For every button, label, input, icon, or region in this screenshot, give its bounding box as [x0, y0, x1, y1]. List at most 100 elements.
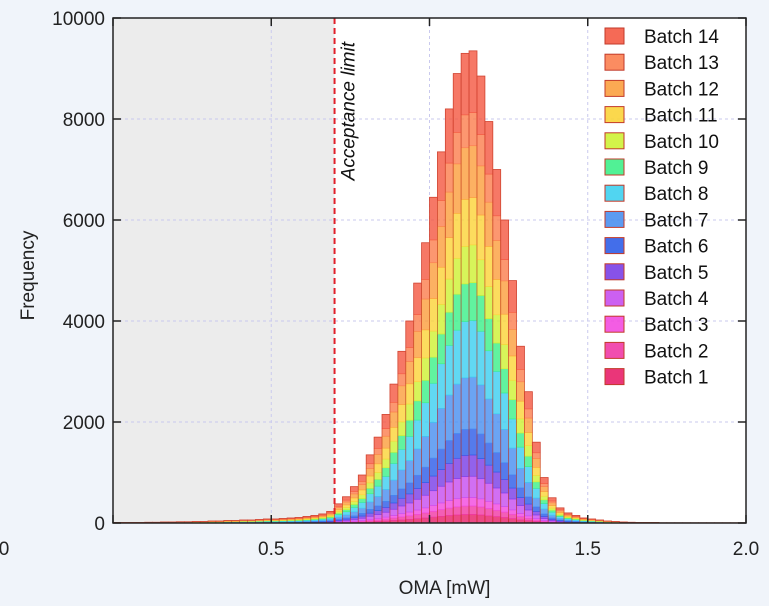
bar-segment-batch-14	[532, 441, 541, 454]
bar-segment-batch-11	[532, 467, 541, 476]
bar-segment-batch-12	[492, 240, 502, 280]
bar-segment-batch-12	[389, 411, 399, 428]
bar-segment-batch-5	[373, 510, 383, 515]
bar-segment-batch-9	[547, 509, 557, 513]
bar-segment-batch-8	[381, 476, 391, 490]
bar-segment-batch-7	[476, 384, 486, 435]
bar-segment-batch-13	[373, 448, 383, 455]
bar-segment-batch-12	[397, 385, 407, 405]
bar-segment-batch-7	[421, 436, 430, 468]
bar-segment-batch-13	[389, 402, 399, 413]
bar-segment-batch-2	[460, 505, 470, 515]
bar-segment-batch-6	[508, 474, 517, 489]
bar-segment-batch-13	[397, 373, 407, 387]
bar-segment-batch-10	[460, 246, 470, 285]
legend-swatch-batch-4	[604, 289, 625, 307]
bar-segment-batch-11	[500, 313, 509, 345]
bar-segment-batch-5	[357, 515, 367, 519]
bar-segment-batch-11	[484, 246, 494, 287]
bar-segment-batch-3	[429, 505, 438, 512]
bar-segment-batch-4	[476, 478, 486, 500]
bar-segment-batch-7	[373, 496, 383, 507]
bar-segment-batch-3	[389, 515, 399, 519]
bar-segment-batch-9	[476, 295, 486, 332]
bar-segment-batch-5	[500, 479, 509, 494]
bar-segment-batch-1	[437, 516, 446, 524]
bar-segment-batch-14	[397, 350, 407, 375]
bar-segment-batch-12	[437, 226, 446, 268]
bar-segment-batch-10	[532, 475, 541, 483]
bar-segment-batch-12	[547, 502, 557, 506]
bar-segment-batch-12	[460, 147, 470, 200]
bar-segment-batch-6	[524, 496, 533, 505]
bar-segment-batch-13	[508, 312, 517, 330]
bar-segment-batch-4	[357, 517, 367, 521]
bar-segment-batch-14	[405, 320, 414, 348]
bar-segment-batch-14	[508, 280, 517, 313]
bar-segment-batch-2	[500, 511, 509, 518]
bar-segment-batch-14	[357, 474, 367, 482]
bar-segment-batch-8	[445, 345, 454, 396]
bar-segment-batch-7	[389, 479, 399, 496]
bar-segment-batch-8	[539, 503, 549, 510]
legend-label-batch-4: Batch 4	[644, 289, 709, 310]
bar-segment-batch-14	[476, 75, 486, 135]
bar-segment-batch-9	[460, 283, 470, 322]
bar-segment-batch-1	[421, 517, 430, 524]
bar-segment-batch-11	[421, 329, 430, 359]
bar-segment-batch-4	[492, 487, 502, 505]
bar-segment-batch-12	[532, 458, 541, 468]
legend-swatch-batch-3	[604, 315, 625, 333]
bar-segment-batch-10	[397, 421, 407, 436]
bar-segment-batch-6	[516, 487, 525, 498]
bar-segment-batch-5	[421, 482, 430, 496]
bar-segment-batch-10	[437, 304, 446, 335]
bar-segment-batch-11	[413, 357, 422, 383]
bar-segment-batch-11	[452, 213, 462, 259]
bar-segment-batch-14	[500, 219, 509, 260]
bar-segment-batch-3	[460, 497, 470, 507]
legend-swatch-batch-14	[604, 27, 625, 45]
bar-segment-batch-9	[397, 435, 407, 450]
bar-segment-batch-7	[547, 514, 557, 519]
bar-segment-batch-9	[539, 499, 549, 504]
bar-segment-batch-5	[445, 463, 454, 483]
bar-segment-batch-4	[381, 511, 391, 518]
bar-segment-batch-13	[492, 215, 502, 241]
bar-segment-batch-4	[524, 509, 533, 517]
legend-swatch-batch-8	[604, 184, 625, 202]
bar-segment-batch-2	[468, 505, 478, 515]
bar-segment-batch-14	[421, 242, 430, 280]
bar-segment-batch-4	[508, 498, 517, 511]
bar-segment-batch-8	[468, 320, 478, 378]
bar-segment-batch-2	[389, 517, 399, 521]
bar-segment-batch-6	[460, 429, 470, 456]
bar-segment-batch-10	[484, 286, 494, 319]
bar-segment-batch-9	[421, 380, 430, 404]
bar-segment-batch-3	[516, 513, 525, 517]
bar-segment-batch-14	[452, 73, 462, 133]
bar-segment-batch-7	[492, 413, 502, 453]
bar-segment-batch-11	[460, 199, 470, 247]
bar-segment-batch-3	[452, 498, 462, 508]
bar-segment-batch-10	[476, 259, 486, 296]
bar-segment-batch-9	[357, 498, 367, 503]
bar-segment-batch-8	[532, 488, 541, 499]
bar-segment-batch-14	[342, 496, 351, 501]
bar-segment-batch-2	[508, 513, 517, 519]
bar-segment-batch-13	[539, 483, 549, 487]
bar-segment-batch-7	[350, 511, 359, 517]
bar-segment-batch-4	[500, 492, 509, 507]
bar-segment-batch-7	[452, 383, 462, 434]
bar-segment-batch-5	[484, 464, 494, 484]
y-tick-label: 2000	[63, 413, 105, 434]
bar-segment-batch-8	[460, 321, 470, 379]
legend-label-batch-2: Batch 2	[644, 341, 708, 362]
bar-segment-batch-13	[500, 259, 509, 282]
bar-segment-batch-9	[381, 467, 391, 477]
bar-segment-batch-13	[365, 463, 375, 469]
bar-segment-batch-8	[357, 502, 367, 509]
bar-segment-batch-6	[413, 474, 422, 489]
bar-segment-batch-9	[484, 318, 494, 352]
legend-swatch-batch-9	[604, 158, 625, 176]
